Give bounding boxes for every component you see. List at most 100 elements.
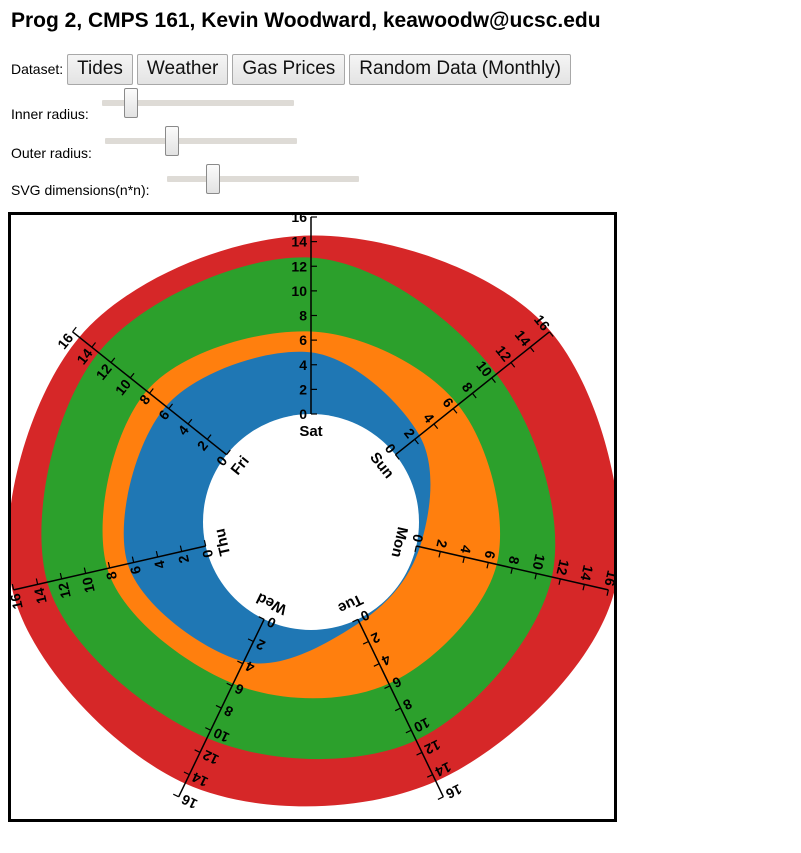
axis-line [72,331,228,456]
tick-label: 6 [127,564,144,575]
inner-radius-slider[interactable] [102,100,294,106]
axis-tick [534,573,537,580]
axis-sat: 0 2 4 6 8 10 12 14 16 Sat [291,215,322,440]
axis-tick [11,583,15,591]
tick-label: 6 [481,549,498,560]
tick-label: 14 [189,769,210,790]
axis-tick [237,660,244,665]
axis-tick [258,616,265,620]
category-label: Mon [388,525,411,559]
tick-label: 14 [31,586,50,605]
axis-tick [510,567,513,574]
tick-label: 16 [601,569,614,588]
tick-label: 8 [505,555,522,566]
category-label: Sat [299,423,322,440]
outer-radius-label: Outer radius: [11,145,92,161]
tick-label: 12 [55,581,74,600]
axis-tick [491,377,496,383]
svg-dimensions-slider-thumb[interactable] [206,164,221,194]
axis-tick [433,423,439,430]
axis-tick [226,682,233,687]
axis-tick [384,685,391,690]
axis-line [357,618,445,798]
axis-tick [352,618,359,623]
axis-tick [362,640,369,645]
outer-radius-slider-thumb[interactable] [165,126,180,156]
svg-dimensions-slider[interactable] [167,176,359,182]
svg-dimensions-row: SVG dimensions(n*n): [11,164,371,200]
axis-tick [110,357,116,363]
chart-frame: 0 2 4 6 8 10 12 14 16 Sat 0 2 4 6 8 10 12 14 16 Sun 0 2 4 6 8 10 1… [8,212,617,822]
axis-line [177,618,265,798]
axis-tick [187,418,193,425]
axis-line [394,331,550,456]
axis-tick [548,331,554,337]
axis-tick [416,751,423,756]
axis-mon: 0 2 4 6 8 10 12 14 16 Mon [388,525,614,596]
tick-label: 10 [529,553,548,572]
inner-hole [203,414,419,630]
tick-label: 12 [422,737,443,758]
tick-label: 0 [299,406,307,422]
outer-radius-slider[interactable] [105,138,297,144]
tick-label: 2 [433,538,450,549]
tick-label: 10 [211,725,232,746]
tick-label: 12 [553,558,572,577]
dataset-label: Dataset: [11,61,64,77]
axis-line [416,545,609,591]
tick-label: 0 [199,548,216,559]
axis-tick [414,438,419,445]
axis-tick [179,545,183,552]
tick-label: 16 [179,791,200,812]
axis-tick [155,551,159,558]
axis-tick [437,796,444,800]
axis-tick [471,392,477,399]
svg-dimensions-label: SVG dimensions(n*n): [11,182,150,198]
gas-prices-button[interactable]: Gas Prices [232,53,346,85]
tides-button[interactable]: Tides [67,53,133,85]
axis-tick [131,556,135,563]
weather-button[interactable]: Weather [136,53,229,85]
axis-tick [486,562,489,569]
tick-label: 0 [409,533,426,544]
dataset-selector: Dataset: Tides Weather Gas Prices Random… [11,53,575,85]
axis-tick [203,540,207,547]
tick-label: 10 [411,715,432,736]
axis-tick [452,408,458,414]
axis-tick [149,388,154,394]
axis-tick [172,793,179,798]
tick-label: 2 [175,553,192,564]
axis-tick [394,707,401,712]
tick-label: 8 [103,570,120,581]
axis-tick [59,572,63,580]
axis-tick [83,567,87,574]
random-data-button[interactable]: Random Data (Monthly) [349,53,571,85]
axis-tick [529,346,535,353]
tick-label: 14 [433,759,454,780]
inner-radius-slider-thumb[interactable] [123,88,138,118]
axis-tick [373,663,380,667]
tick-label: 12 [200,747,221,768]
axis-tick [582,584,585,591]
axis-tick [183,771,190,776]
axis-tick [194,749,201,753]
inner-radius-label: Inner radius: [11,106,89,122]
axis-tick [558,578,561,585]
axis-tick [35,578,39,585]
inner-radius-row: Inner radius: [11,88,311,124]
axis-tick [91,342,97,348]
axis-tick [426,774,433,778]
outer-radius-row: Outer radius: [11,126,311,162]
tick-label: 12 [291,258,307,274]
axis-tick [129,372,135,379]
axis-tick [107,561,111,569]
axis-tick [215,704,222,709]
axis-tick [205,727,211,731]
axis-tick [226,449,231,456]
axis-tick [247,638,254,643]
tick-label: 10 [291,283,307,299]
axis-tick [405,729,412,734]
tick-label: 4 [151,559,168,570]
tick-label: 8 [299,308,307,324]
